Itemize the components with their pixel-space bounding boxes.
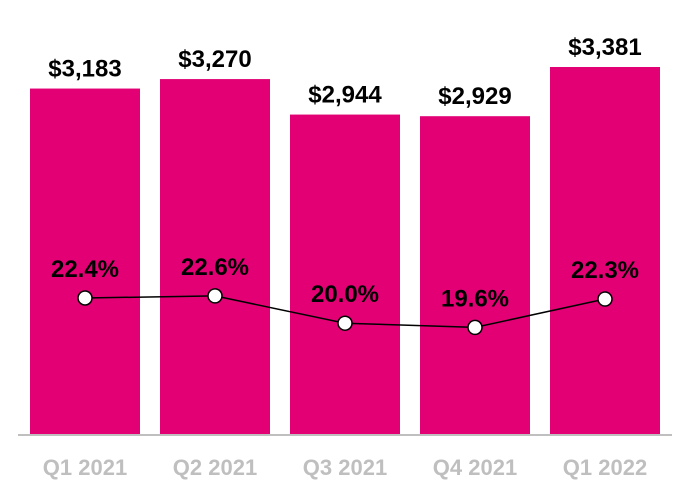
- trend-marker: [337, 315, 353, 331]
- x-tick-label: Q4 2021: [433, 455, 517, 480]
- trend-marker: [77, 290, 93, 306]
- bar-q2-2021: [160, 79, 270, 435]
- trend-marker: [597, 291, 613, 307]
- bar-value-label: $3,183: [48, 56, 121, 83]
- trend-marker: [207, 288, 223, 304]
- bar-value-label: $3,270: [178, 46, 251, 73]
- percentage-label: 22.4%: [51, 256, 119, 283]
- bar-q4-2021: [420, 116, 530, 436]
- x-tick-label: Q2 2021: [173, 455, 257, 480]
- percentage-labels: 22.4% 22.6% 20.0% 19.6% 22.3%: [51, 254, 639, 313]
- x-tick-label: Q3 2021: [303, 455, 387, 480]
- bar-value-label: $2,944: [308, 82, 382, 109]
- x-tick-label: Q1 2022: [563, 455, 647, 480]
- bar-q1-2022: [550, 67, 660, 435]
- bar-value-labels: $3,183 $3,270 $2,944 $2,929 $3,381: [48, 34, 641, 110]
- x-tick-labels: Q1 2021 Q2 2021 Q3 2021 Q4 2021 Q1 2022: [43, 455, 647, 480]
- percentage-label: 20.0%: [311, 281, 379, 308]
- bar-value-label: $3,381: [568, 34, 641, 61]
- percentage-label: 22.6%: [181, 254, 249, 281]
- percentage-label: 19.6%: [441, 285, 509, 312]
- bar-value-label: $2,929: [438, 83, 511, 110]
- trend-markers: [77, 288, 613, 336]
- bars-group: [30, 67, 660, 436]
- bar-q3-2021: [290, 114, 400, 435]
- bar-q1-2021: [30, 88, 140, 435]
- x-tick-label: Q1 2021: [43, 455, 127, 480]
- percentage-label: 22.3%: [571, 257, 639, 284]
- trend-marker: [467, 319, 483, 336]
